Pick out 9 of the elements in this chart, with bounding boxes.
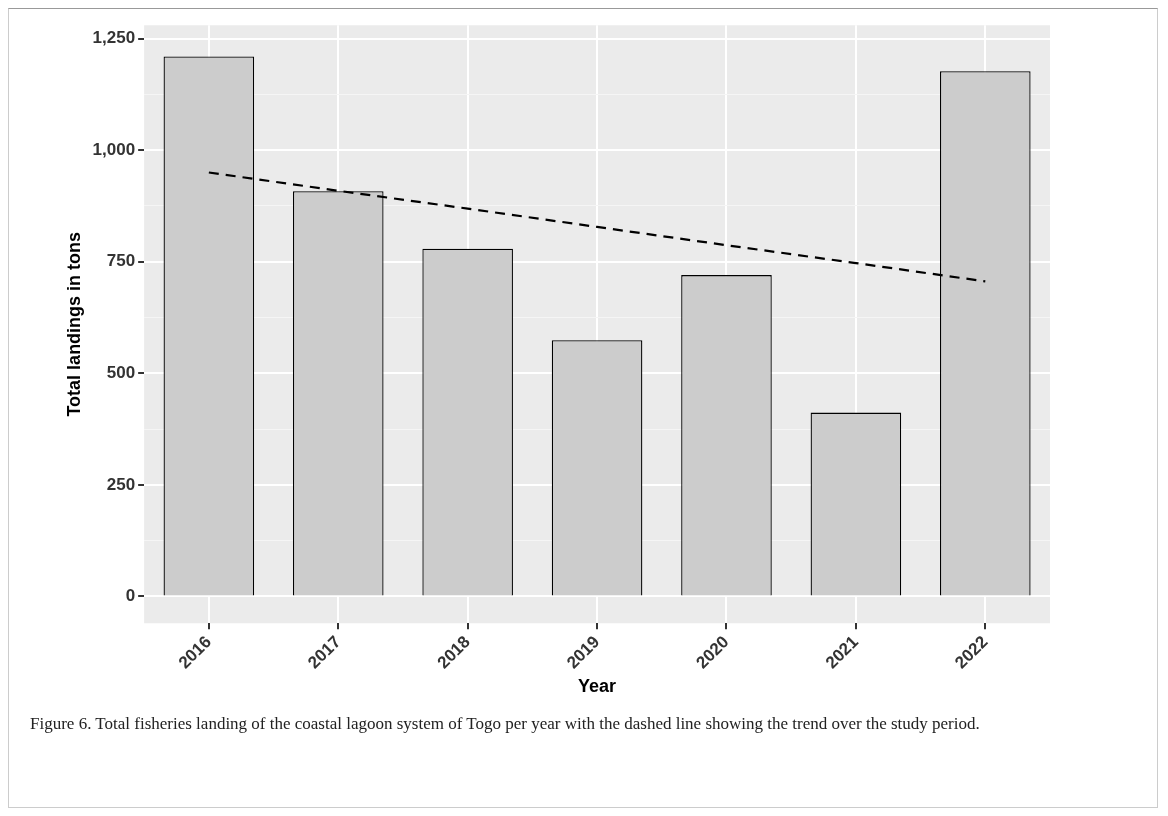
caption: Figure 6. Total fisheries landing of the coastal lagoon system of Togo per year with the dashed line showing the trend over the study period. [30, 713, 981, 735]
y-tick-label: 1,000 [92, 139, 136, 159]
y-tick-label: 1,250 [92, 28, 136, 48]
y-tick-label: 0 [125, 586, 136, 606]
y-tick-label: 250 [106, 474, 136, 494]
y-tick-label: 500 [106, 363, 136, 382]
x-axis-title: Year [578, 676, 617, 697]
y-tick-label: 750 [106, 251, 136, 271]
y-axis-title: Total landings in tons [63, 231, 84, 417]
